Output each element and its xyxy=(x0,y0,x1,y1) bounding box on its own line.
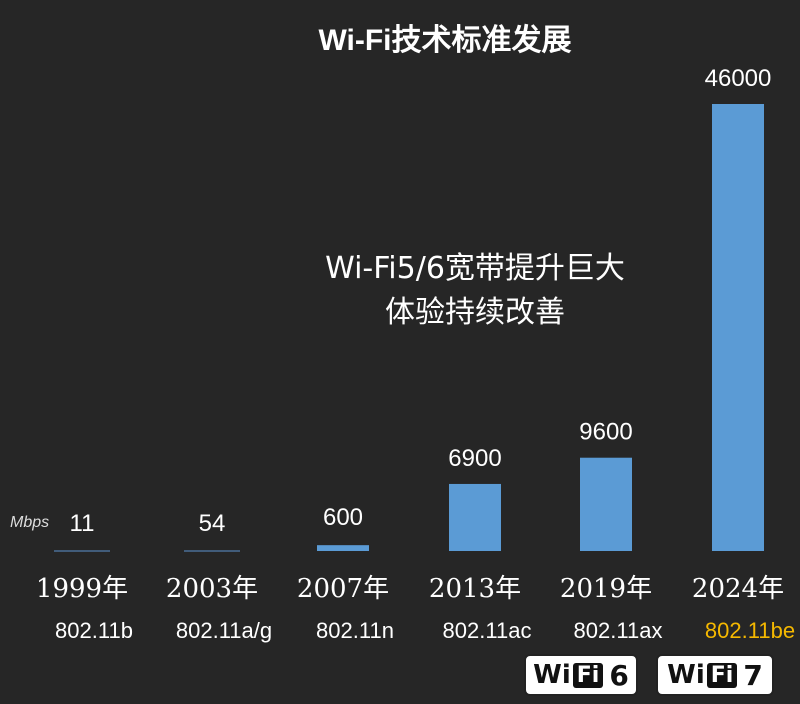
annotation-line-2: 体验持续改善 xyxy=(385,295,565,330)
annotation-line-1: Wi-Fi5/6宽带提升巨大 xyxy=(325,251,625,286)
value-label-1: 54 xyxy=(199,510,226,537)
value-label-0: 11 xyxy=(70,510,95,537)
standard-label-5: 802.11be xyxy=(705,618,795,643)
standard-label-1: 802.11a/g xyxy=(176,618,272,643)
chart-title: Wi-Fi技术标准发展 xyxy=(318,24,571,57)
unit-label: Mbps xyxy=(10,514,49,531)
wifi-7-logo-number: 7 xyxy=(743,658,763,692)
category-label-3: 2013年 xyxy=(429,574,521,604)
standard-label-2: 802.11n xyxy=(316,618,394,643)
value-label-2: 600 xyxy=(323,504,363,531)
category-label-4: 2019年 xyxy=(560,574,652,604)
category-label-2: 2007年 xyxy=(297,574,389,604)
standard-label-4: 802.11ax xyxy=(574,618,663,643)
wifi-6-logo-number: 6 xyxy=(609,658,629,692)
value-label-4: 9600 xyxy=(579,419,632,446)
wifi-7-logo: Wi Fi 7 xyxy=(656,654,774,696)
wifi-6-logo-wi: Wi xyxy=(533,660,571,690)
category-label-0: 1999年 xyxy=(36,574,128,604)
bars-layer: 11 1999年 802.11b 54 2003年 802.11a/g 600 2007年 80… xyxy=(36,65,795,643)
bar-2 xyxy=(317,545,369,551)
standard-label-3: 802.11ac xyxy=(443,618,532,643)
value-label-3: 6900 xyxy=(448,445,501,472)
standard-label-0: 802.11b xyxy=(55,618,133,643)
bar-4 xyxy=(580,457,632,551)
category-label-1: 2003年 xyxy=(166,574,258,604)
value-label-5: 46000 xyxy=(705,65,772,92)
wifi-7-logo-fi: Fi xyxy=(706,662,738,688)
wifi-7-logo-wi: Wi xyxy=(667,660,705,690)
bar-5 xyxy=(712,104,764,551)
bar-3 xyxy=(449,483,501,551)
wifi-6-logo: Wi Fi 6 xyxy=(524,654,638,696)
category-label-5: 2024年 xyxy=(692,574,784,604)
wifi-6-logo-fi: Fi xyxy=(572,662,604,688)
